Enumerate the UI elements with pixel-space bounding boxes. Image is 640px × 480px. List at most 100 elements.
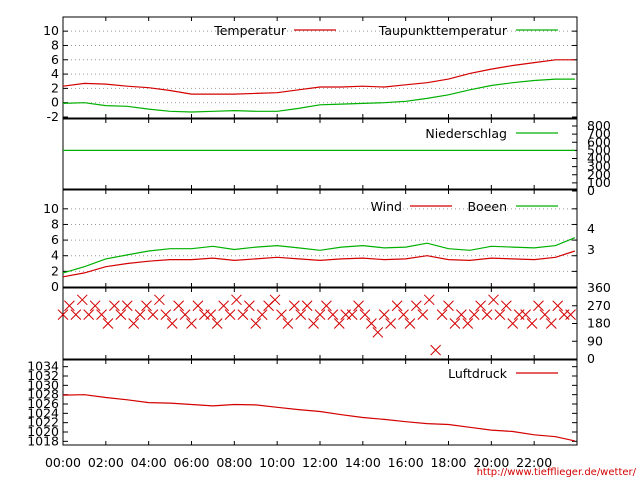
x-tick-label: 18:00 xyxy=(430,455,466,470)
cross-stroke xyxy=(533,300,544,312)
scatter-point xyxy=(83,309,95,320)
scatter-point xyxy=(237,309,249,320)
scatter-point xyxy=(443,300,454,312)
scatter-point xyxy=(76,294,88,306)
scatter-point xyxy=(276,309,287,320)
scatter-point xyxy=(398,309,409,320)
panel-frame xyxy=(62,287,578,360)
legend-label: Wind xyxy=(371,199,402,214)
scatter-point xyxy=(533,300,544,312)
right-label: 4 xyxy=(587,221,595,236)
scatter-point xyxy=(526,318,538,329)
cross-stroke xyxy=(109,300,120,312)
right-label: 3 xyxy=(587,242,595,257)
scatter-point xyxy=(211,318,223,329)
cross-stroke xyxy=(89,300,101,312)
cross-stroke xyxy=(102,318,114,329)
scatter-point xyxy=(321,300,332,312)
x-tick-label: 04:00 xyxy=(131,455,167,470)
cross-stroke xyxy=(391,300,403,312)
legend-label: Boeen xyxy=(467,199,507,214)
y-tick-label: 1022 xyxy=(27,415,59,430)
y-tick-label: 1024 xyxy=(27,405,59,420)
cross-stroke xyxy=(565,309,576,320)
cross-stroke xyxy=(128,318,140,329)
scatter-point xyxy=(366,318,377,329)
cross-stroke xyxy=(250,318,262,329)
cross-stroke xyxy=(295,309,307,320)
cross-stroke xyxy=(64,300,75,312)
y-tick-label: 8 xyxy=(51,37,59,52)
cross-stroke xyxy=(121,300,133,312)
cross-stroke xyxy=(211,318,223,329)
x-tick-label: 22:00 xyxy=(516,455,552,470)
legend-label: Taupunkttemperatur xyxy=(378,23,508,38)
series-line-wind xyxy=(62,250,576,278)
cross-stroke xyxy=(443,300,454,312)
cross-stroke xyxy=(243,300,255,312)
scatter-point xyxy=(89,300,101,312)
scatter-point xyxy=(423,294,435,306)
cross-stroke xyxy=(134,309,146,320)
y-tick-label: 500 xyxy=(587,142,611,157)
scatter-point xyxy=(224,309,236,320)
cross-stroke xyxy=(507,318,519,329)
scatter-point xyxy=(256,309,268,320)
cross-stroke xyxy=(481,309,493,320)
cross-stroke xyxy=(430,344,442,356)
scatter-point xyxy=(468,309,480,320)
x-tick-label: 16:00 xyxy=(388,455,424,470)
y-tick-label: 4 xyxy=(51,66,59,81)
y-tick-label: 10 xyxy=(43,23,59,38)
scatter-point xyxy=(449,318,461,329)
cross-stroke xyxy=(256,309,268,320)
x-tick-label: 02:00 xyxy=(88,455,124,470)
scatter-point xyxy=(186,318,197,329)
y-tick-label: 1034 xyxy=(27,359,59,374)
scatter-point xyxy=(385,318,397,329)
cross-stroke xyxy=(353,300,364,312)
scatter-point xyxy=(57,309,69,320)
cross-stroke xyxy=(488,294,499,306)
scatter-point xyxy=(243,300,255,312)
cross-stroke xyxy=(411,300,422,312)
cross-stroke xyxy=(269,294,281,306)
cross-stroke xyxy=(494,309,506,320)
scatter-point xyxy=(411,300,422,312)
cross-stroke xyxy=(526,318,538,329)
scatter-point xyxy=(346,309,358,320)
scatter-point xyxy=(475,300,486,312)
scatter-point xyxy=(481,309,493,320)
scatter-point xyxy=(417,309,429,320)
cross-stroke xyxy=(154,294,165,306)
x-tick-label: 08:00 xyxy=(216,455,252,470)
scatter-point xyxy=(359,309,371,320)
cross-stroke xyxy=(166,318,178,329)
x-tick-label: 12:00 xyxy=(302,455,338,470)
y-tick-label: 10 xyxy=(43,201,59,216)
cross-stroke xyxy=(96,309,107,320)
scatter-point xyxy=(173,300,185,312)
x-tick-label: 00:00 xyxy=(45,455,81,470)
scatter-point xyxy=(552,300,564,312)
cross-stroke xyxy=(173,300,185,312)
scatter-point xyxy=(70,309,82,320)
cross-stroke xyxy=(147,309,159,320)
source-url[interactable]: http://www.tiefflieger.de/wetter/ xyxy=(477,467,637,478)
cross-stroke xyxy=(449,318,461,329)
scatter-point xyxy=(192,300,204,312)
cross-stroke xyxy=(423,294,435,306)
scatter-point xyxy=(269,294,281,306)
cross-stroke xyxy=(468,309,480,320)
scatter-point xyxy=(288,300,300,312)
scatter-point xyxy=(378,309,390,320)
scatter-point xyxy=(218,300,229,312)
scatter-point xyxy=(488,294,499,306)
scatter-point xyxy=(539,309,551,320)
scatter-point xyxy=(314,309,326,320)
scatter-point xyxy=(295,309,307,320)
scatter-point xyxy=(327,309,339,320)
scatter-point xyxy=(166,318,178,329)
